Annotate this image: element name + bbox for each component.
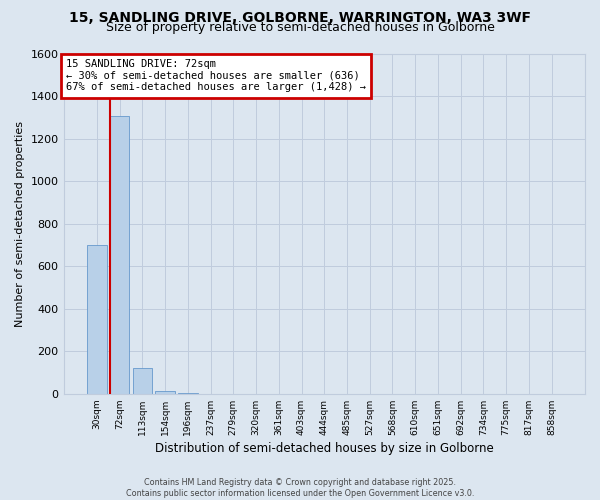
- Bar: [155, 390, 175, 394]
- Y-axis label: Number of semi-detached properties: Number of semi-detached properties: [15, 121, 25, 327]
- Bar: [110, 116, 130, 394]
- Text: 15, SANDLING DRIVE, GOLBORNE, WARRINGTON, WA3 3WF: 15, SANDLING DRIVE, GOLBORNE, WARRINGTON…: [69, 11, 531, 25]
- Text: Contains HM Land Registry data © Crown copyright and database right 2025.
Contai: Contains HM Land Registry data © Crown c…: [126, 478, 474, 498]
- Text: Size of property relative to semi-detached houses in Golborne: Size of property relative to semi-detach…: [106, 21, 494, 34]
- Text: 15 SANDLING DRIVE: 72sqm
← 30% of semi-detached houses are smaller (636)
67% of : 15 SANDLING DRIVE: 72sqm ← 30% of semi-d…: [66, 59, 366, 92]
- Bar: [178, 393, 197, 394]
- Bar: [133, 368, 152, 394]
- Bar: [87, 245, 107, 394]
- X-axis label: Distribution of semi-detached houses by size in Golborne: Distribution of semi-detached houses by …: [155, 442, 494, 455]
